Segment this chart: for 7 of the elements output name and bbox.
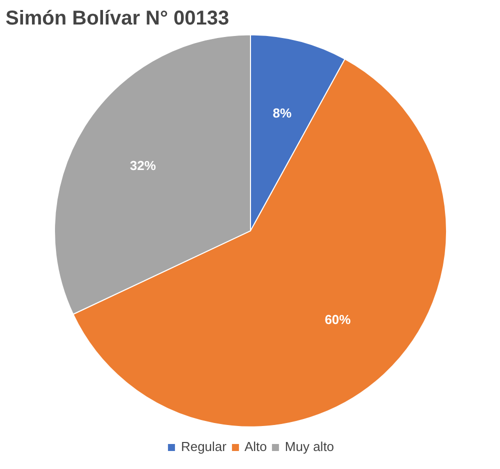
legend-label: Alto [244, 439, 267, 454]
legend-label: Regular [180, 439, 226, 454]
legend-label: Muy alto [284, 439, 334, 454]
data-label: 32% [130, 158, 156, 174]
data-label: 60% [324, 312, 352, 327]
chart-title: Simón Bolívar N° 00133 [6, 8, 230, 30]
data-label: 8% [272, 106, 292, 121]
